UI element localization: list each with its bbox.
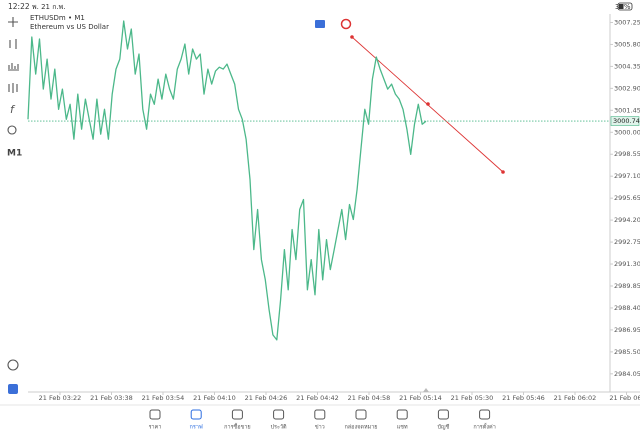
candles[interactable]	[9, 39, 17, 49]
nav-icon[interactable]	[190, 409, 202, 420]
function-icon[interactable]: f	[10, 103, 16, 116]
x-tick-label: 21 Feb 03:54	[142, 394, 185, 402]
y-tick-label: 2989.85	[614, 282, 640, 290]
x-tick-label: 21 Feb 05:46	[502, 394, 545, 402]
y-tick-label: 2985.50	[614, 348, 640, 356]
nav-icon[interactable]	[149, 409, 161, 420]
y-tick-label: 2997.10	[614, 172, 640, 180]
y-tick-label: 3001.45	[614, 106, 640, 114]
y-tick-label: 2994.20	[614, 216, 640, 224]
x-tick-label: 21 Feb 04:42	[296, 394, 339, 402]
history-icon[interactable]	[7, 359, 19, 371]
status-date: พ. 21 ก.พ.	[32, 3, 66, 11]
x-tick-label: 21 Feb 05:30	[451, 394, 494, 402]
nav-label[interactable]: การซื้อขาย	[224, 423, 250, 431]
flag-icon[interactable]	[315, 20, 325, 28]
trade-icon[interactable]	[8, 384, 18, 394]
y-tick-label: 2995.65	[614, 194, 640, 202]
nav-icon[interactable]	[396, 409, 408, 420]
crosshair[interactable]	[8, 17, 18, 27]
y-tick-label: 2988.40	[614, 304, 640, 312]
y-tick-label: 3004.35	[614, 62, 640, 70]
x-tick-label: 21 Feb 06:	[609, 394, 640, 402]
indicators[interactable]	[8, 63, 19, 71]
battery-icon	[617, 2, 633, 11]
y-tick-label: 3000.00	[614, 128, 640, 136]
y-tick-label: 3005.80	[614, 40, 640, 48]
flag-icon[interactable]	[340, 18, 352, 30]
y-tick-label: 3002.90	[614, 84, 640, 92]
price-tag-label: 3000.74	[613, 117, 640, 125]
price-tag	[610, 116, 640, 126]
y-tick-label: 2991.30	[614, 260, 640, 268]
price-line-series	[27, 20, 427, 341]
nav-label[interactable]: ราคา	[149, 425, 162, 431]
symbol: ETHUSDm • M1	[30, 14, 85, 22]
timeframe[interactable]: M1	[7, 149, 22, 159]
trend-point	[426, 102, 430, 106]
nav-icon[interactable]	[314, 409, 326, 420]
y-tick-label: 2986.95	[614, 326, 640, 334]
y-tick-label: 2992.75	[614, 238, 640, 246]
x-tick-label: 21 Feb 04:26	[245, 394, 288, 402]
nav-label[interactable]: การตั้งค่า	[473, 423, 495, 431]
toolbar: f M1	[7, 17, 22, 394]
nav-label[interactable]: แชท	[397, 424, 408, 431]
nav-label[interactable]: บัญชี	[437, 424, 449, 431]
objects[interactable]	[8, 83, 18, 93]
nav-label[interactable]: ข่าว	[315, 425, 325, 431]
x-tick-label: 21 Feb 06:02	[554, 394, 597, 402]
nav-label[interactable]: กล่องจดหมาย	[344, 425, 377, 431]
nav-icon[interactable]	[355, 409, 367, 420]
nav-label[interactable]: กราฟ	[190, 424, 203, 431]
x-tick-label: 21 Feb 05:14	[399, 394, 442, 402]
nav-icon[interactable]	[479, 409, 491, 420]
x-tick-label: 21 Feb 03:22	[39, 394, 82, 402]
nav-icon[interactable]	[437, 409, 449, 420]
y-tick-label: 2984.05	[614, 370, 640, 378]
status-time: 12:22	[8, 2, 30, 11]
nav-icon[interactable]	[231, 409, 243, 420]
symbol-desc: Ethereum vs US Dollar	[30, 23, 109, 31]
trend-point	[350, 35, 354, 39]
scroll-marker	[423, 388, 429, 392]
shapes[interactable]	[7, 125, 17, 135]
y-tick-label: 3007.25	[614, 18, 640, 26]
x-tick-label: 21 Feb 04:58	[348, 394, 391, 402]
battery-level	[619, 4, 624, 9]
y-tick-label: 2998.55	[614, 150, 640, 158]
nav-label[interactable]: ประวัติ	[271, 424, 287, 431]
trend-point	[501, 170, 505, 174]
x-tick-label: 21 Feb 03:38	[90, 394, 133, 402]
x-tick-label: 21 Feb 04:10	[193, 394, 236, 402]
nav-icon[interactable]	[273, 409, 285, 420]
